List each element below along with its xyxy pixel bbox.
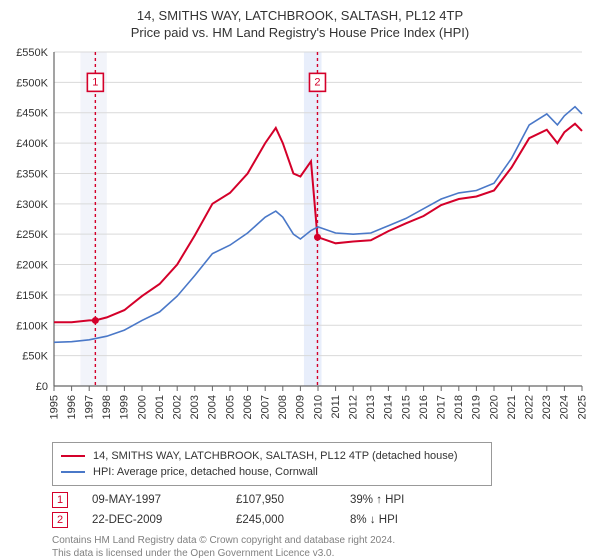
attribution-block: Contains HM Land Registry data © Crown c… <box>52 534 590 560</box>
x-tick-label: 2025 <box>576 395 588 419</box>
x-tick-label: 1997 <box>83 395 95 419</box>
x-tick-label: 1999 <box>119 395 131 419</box>
x-tick-label: 2024 <box>559 395 571 419</box>
title-address: 14, SMITHS WAY, LATCHBROOK, SALTASH, PL1… <box>10 8 590 23</box>
y-tick-label: £100K <box>16 320 48 332</box>
x-tick-label: 2005 <box>224 395 236 419</box>
legend-box: 14, SMITHS WAY, LATCHBROOK, SALTASH, PL1… <box>52 442 492 486</box>
sales-list: 1 09-MAY-1997 £107,950 39% ↑ HPI 2 22-DEC-200… <box>52 492 590 528</box>
x-tick-label: 1996 <box>66 395 78 419</box>
y-tick-label: £450K <box>16 108 48 120</box>
y-tick-label: £200K <box>16 260 48 272</box>
x-tick-label: 2017 <box>436 395 448 419</box>
legend-item: 14, SMITHS WAY, LATCHBROOK, SALTASH, PL1… <box>61 449 483 463</box>
x-tick-label: 2014 <box>383 395 395 419</box>
x-tick-label: 2020 <box>488 395 500 419</box>
sale-price: £107,950 <box>236 494 326 506</box>
x-tick-label: 2008 <box>277 395 289 419</box>
x-tick-label: 2001 <box>154 395 166 419</box>
sale-marker-dot <box>92 317 99 324</box>
x-tick-label: 2021 <box>506 395 518 419</box>
x-tick-label: 2007 <box>260 395 272 419</box>
y-tick-label: £350K <box>16 168 48 180</box>
x-tick-label: 2011 <box>330 395 342 419</box>
sale-marker-number: 1 <box>92 76 98 88</box>
sale-marker-number: 2 <box>314 76 320 88</box>
x-tick-label: 2000 <box>136 395 148 419</box>
legend-item: HPI: Average price, detached house, Corn… <box>61 465 483 479</box>
sale-row: 1 09-MAY-1997 £107,950 39% ↑ HPI <box>52 492 590 508</box>
legend-swatch <box>61 455 85 457</box>
attribution-line-1: Contains HM Land Registry data © Crown c… <box>52 534 590 547</box>
sale-hpi-delta: 39% ↑ HPI <box>350 494 440 506</box>
legend-label: 14, SMITHS WAY, LATCHBROOK, SALTASH, PL1… <box>93 449 458 463</box>
attribution-line-2: This data is licensed under the Open Gov… <box>52 547 590 560</box>
chart-area: £0 £50K £100K £150K £200K £250K £300K £350K £400… <box>10 46 590 436</box>
chart-container: 14, SMITHS WAY, LATCHBROOK, SALTASH, PL1… <box>0 0 600 560</box>
x-tick-label: 2009 <box>295 395 307 419</box>
sale-number-box: 2 <box>52 512 68 528</box>
x-tick-label: 2003 <box>189 395 201 419</box>
x-tick-label: 2013 <box>365 395 377 419</box>
x-tick-label: 1995 <box>48 395 60 419</box>
y-tick-label: £300K <box>16 199 48 211</box>
y-tick-label: £500K <box>16 77 48 89</box>
x-tick-label: 2006 <box>242 395 254 419</box>
sale-date: 22-DEC-2009 <box>92 514 212 526</box>
sale-hpi-delta: 8% ↓ HPI <box>350 514 440 526</box>
sale-marker-dot <box>314 234 321 241</box>
y-tick-label: £250K <box>16 229 48 241</box>
x-tick-label: 2004 <box>207 395 219 419</box>
x-tick-label: 2002 <box>171 395 183 419</box>
x-tick-label: 2015 <box>400 395 412 419</box>
y-tick-label: £400K <box>16 138 48 150</box>
title-block: 14, SMITHS WAY, LATCHBROOK, SALTASH, PL1… <box>10 8 590 40</box>
sale-price: £245,000 <box>236 514 326 526</box>
recession-band <box>304 52 322 386</box>
y-tick-label: £0 <box>36 381 48 393</box>
x-tick-label: 2016 <box>418 395 430 419</box>
x-tick-label: 2022 <box>524 395 536 419</box>
y-tick-label: £150K <box>16 290 48 302</box>
sale-number-box: 1 <box>52 492 68 508</box>
y-tick-label: £550K <box>16 47 48 59</box>
x-tick-label: 2023 <box>541 395 553 419</box>
title-subtitle: Price paid vs. HM Land Registry's House … <box>10 25 590 40</box>
legend-label: HPI: Average price, detached house, Corn… <box>93 465 318 479</box>
x-tick-label: 1998 <box>101 395 113 419</box>
line-chart-svg: £0 £50K £100K £150K £200K £250K £300K £350K £400… <box>10 46 590 436</box>
x-tick-label: 2012 <box>348 395 360 419</box>
y-tick-label: £50K <box>22 351 48 363</box>
sale-date: 09-MAY-1997 <box>92 494 212 506</box>
x-tick-label: 2018 <box>453 395 465 419</box>
sale-row: 2 22-DEC-2009 £245,000 8% ↓ HPI <box>52 512 590 528</box>
x-tick-label: 2010 <box>312 395 324 419</box>
legend-swatch <box>61 471 85 473</box>
x-tick-label: 2019 <box>471 395 483 419</box>
recession-band <box>80 52 106 386</box>
